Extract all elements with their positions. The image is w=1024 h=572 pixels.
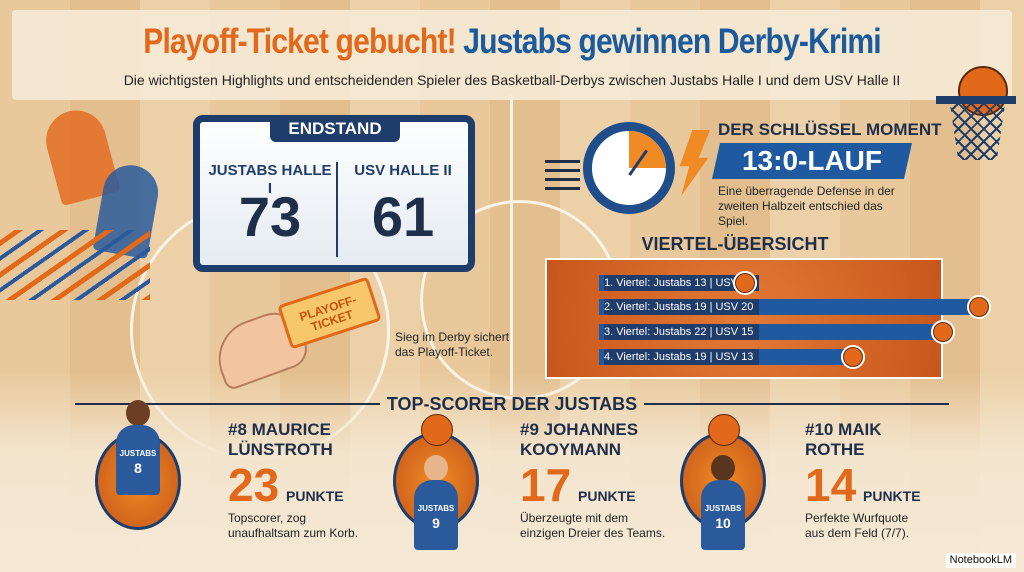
- quarter-bar: 2. Viertel: Justabs 19 | USV 20: [599, 299, 973, 315]
- score-divider: [336, 162, 338, 257]
- player-jersey: JUSTABS 9: [414, 480, 458, 550]
- quarters-title: VIERTEL-ÜBERSICHT: [641, 234, 829, 254]
- player-head: [126, 400, 150, 426]
- basketball-icon: [841, 345, 865, 369]
- quarter-bar: 1. Viertel: Justabs 13 | USV 13: [599, 275, 760, 291]
- quarter-label: 2. Viertel: Justabs 19 | USV 20: [604, 299, 760, 315]
- player-points: 14: [805, 459, 857, 511]
- court-midline: [510, 95, 513, 395]
- jersey-text: JUSTABS: [417, 504, 455, 513]
- quarter-bar: 4. Viertel: Justabs 19 | USV 13: [599, 349, 847, 365]
- player-name: #8 MAURICE LÜNSTROTH: [228, 420, 333, 459]
- player-jersey: JUSTABS 10: [701, 480, 745, 550]
- key-moment-text: Eine überragende Defense in der zweiten …: [718, 184, 895, 228]
- points-unit: PUNKTE: [863, 488, 921, 504]
- basket-net-icon: [950, 104, 1005, 160]
- quarter-bar: 3. Viertel: Justabs 22 | USV 15: [599, 324, 937, 340]
- jersey-text: JUSTABS: [119, 449, 157, 458]
- divider-line: [644, 403, 949, 405]
- top-scorers-title: TOP-SCORER DER JUSTABS: [386, 394, 638, 414]
- points-unit: PUNKTE: [286, 488, 344, 504]
- basketball-icon: [421, 414, 453, 446]
- home-score: 73: [238, 185, 302, 248]
- speed-streaks: [0, 230, 150, 300]
- quarter-label: 4. Viertel: Justabs 19 | USV 13: [604, 349, 760, 365]
- home-team: JUSTABS HALLE I: [208, 162, 332, 197]
- basketball-icon: [967, 295, 991, 319]
- away-score: 61: [371, 185, 435, 248]
- basketball-icon: [733, 271, 757, 295]
- player-jersey: JUSTABS 8: [116, 425, 160, 495]
- quarter-label: 1. Viertel: Justabs 13 | USV 13: [604, 275, 760, 291]
- player-name: #10 MAIK ROTHE: [805, 420, 882, 459]
- notebooklm-brand: NotebookLM: [945, 553, 1016, 568]
- page-title: Playoff-Ticket gebucht! Justabs gewinnen…: [72, 22, 953, 62]
- player-points: 23: [228, 459, 280, 511]
- title-blue: Justabs gewinnen Derby-Krimi: [463, 22, 881, 61]
- ticket-note: Sieg im Derby sichert das Playoff-Ticket…: [395, 330, 510, 359]
- player-head: [711, 455, 735, 481]
- basketball-icon: [931, 320, 955, 344]
- motion-lines: [545, 160, 580, 190]
- jersey-text: JUSTABS: [704, 504, 742, 513]
- jersey-number: 10: [715, 515, 731, 531]
- away-team: USV HALLE II: [354, 162, 452, 179]
- title-orange: Playoff-Ticket gebucht!: [143, 22, 456, 61]
- endstand-label: ENDSTAND: [270, 116, 400, 142]
- jersey-number: 9: [432, 515, 440, 531]
- player-head: [424, 455, 448, 481]
- player-name: #9 JOHANNES KOOYMANN: [520, 420, 639, 459]
- divider-line: [75, 403, 380, 405]
- points-unit: PUNKTE: [578, 488, 636, 504]
- lightning-icon: [679, 130, 710, 196]
- stopwatch-icon: [583, 122, 675, 214]
- quarters-court-panel: 1. Viertel: Justabs 13 | USV 13 2. Vierte…: [545, 258, 991, 379]
- hoop-rim: [936, 96, 1016, 104]
- header-banner: [12, 10, 1012, 100]
- player-description: Überzeugte mit dem einzigen Dreier des Te…: [520, 511, 666, 540]
- key-moment-value: 13:0-LAUF: [712, 143, 912, 179]
- player-description: Perfekte Wurfquote aus dem Feld (7/7).: [805, 511, 910, 540]
- player-description: Topscorer, zog unaufhaltsam zum Korb.: [228, 511, 359, 540]
- player-points: 17: [520, 459, 572, 511]
- key-moment-title: DER SCHLÜSSEL MOMENT: [718, 120, 942, 139]
- quarter-label: 3. Viertel: Justabs 22 | USV 15: [604, 324, 760, 340]
- scoreboard: ENDSTAND JUSTABS HALLE I 73 USV HALLE II…: [193, 115, 475, 272]
- jersey-number: 8: [134, 460, 142, 476]
- basketball-icon: [708, 414, 740, 446]
- subtitle: Die wichtigsten Highlights und entscheid…: [123, 72, 901, 88]
